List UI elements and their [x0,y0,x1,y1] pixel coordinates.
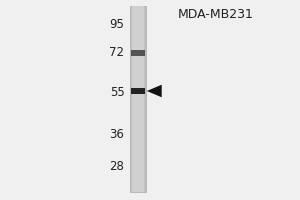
Text: MDA-MB231: MDA-MB231 [178,8,254,21]
Bar [131,88,145,94]
Text: 55: 55 [110,86,124,98]
Bar [132,6,144,192]
Bar [131,50,145,55]
Bar [130,6,146,192]
Text: 36: 36 [110,128,124,141]
Text: 72: 72 [110,46,124,58]
Text: 95: 95 [110,18,124,30]
Text: 28: 28 [110,160,124,172]
Polygon shape [147,85,162,97]
